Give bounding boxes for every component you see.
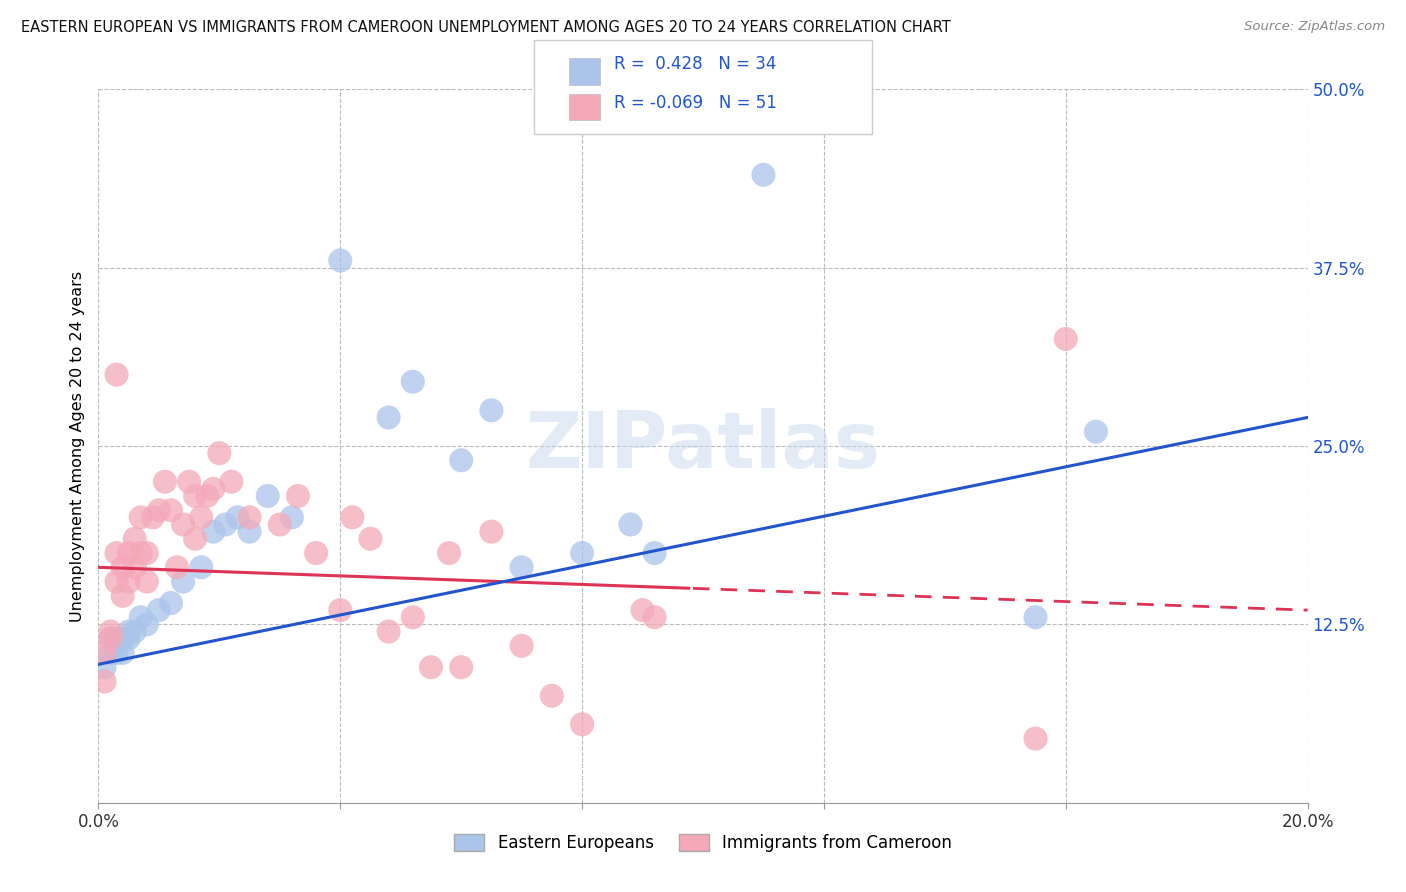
Point [135, 617, 157, 632]
Point [93, 674, 115, 689]
Point [305, 546, 328, 560]
Point [329, 603, 352, 617]
Point [214, 517, 236, 532]
Point [172, 517, 194, 532]
Point [752, 168, 775, 182]
Text: R = -0.069   N = 51: R = -0.069 N = 51 [614, 94, 778, 112]
Point [135, 546, 157, 560]
Point [184, 532, 207, 546]
Point [184, 489, 207, 503]
Point [129, 546, 152, 560]
Point [93, 660, 115, 674]
Point [93, 646, 115, 660]
Point [450, 453, 472, 467]
Point [420, 660, 443, 674]
Point [129, 510, 152, 524]
Point [287, 489, 309, 503]
Point [100, 646, 122, 660]
Point [100, 624, 122, 639]
Point [1085, 425, 1108, 439]
Point [342, 510, 364, 524]
Point [402, 610, 425, 624]
Point [111, 589, 134, 603]
Point [179, 475, 201, 489]
Point [105, 632, 128, 646]
Point [540, 689, 562, 703]
Point [124, 560, 146, 574]
Point [256, 489, 278, 503]
Point [160, 503, 183, 517]
Point [377, 410, 399, 425]
Point [148, 503, 170, 517]
Point [111, 646, 134, 660]
Point [221, 475, 243, 489]
Text: Source: ZipAtlas.com: Source: ZipAtlas.com [1244, 20, 1385, 33]
Point [118, 546, 141, 560]
Point [571, 717, 593, 731]
Point [571, 546, 593, 560]
Point [148, 603, 170, 617]
Point [360, 532, 382, 546]
Text: ZIPatlas: ZIPatlas [526, 408, 880, 484]
Point [100, 632, 122, 646]
Point [135, 574, 157, 589]
Point [124, 624, 146, 639]
Point [160, 596, 183, 610]
Point [202, 482, 225, 496]
Point [129, 610, 152, 624]
Point [510, 560, 533, 574]
Point [142, 510, 165, 524]
Point [118, 574, 141, 589]
Point [402, 375, 425, 389]
Point [481, 403, 503, 417]
Point [124, 532, 146, 546]
Legend: Eastern Europeans, Immigrants from Cameroon: Eastern Europeans, Immigrants from Camer… [447, 827, 959, 859]
Point [269, 517, 291, 532]
Point [111, 632, 134, 646]
Point [226, 510, 249, 524]
Point [631, 603, 654, 617]
Point [208, 446, 231, 460]
Point [195, 489, 218, 503]
Point [377, 624, 399, 639]
Point [1024, 610, 1046, 624]
Point [105, 368, 128, 382]
Point [329, 253, 352, 268]
Point [510, 639, 533, 653]
Point [118, 624, 141, 639]
Text: EASTERN EUROPEAN VS IMMIGRANTS FROM CAMEROON UNEMPLOYMENT AMONG AGES 20 TO 24 YE: EASTERN EUROPEAN VS IMMIGRANTS FROM CAME… [21, 20, 950, 35]
Point [644, 610, 666, 624]
Point [105, 646, 128, 660]
Point [1054, 332, 1077, 346]
Point [153, 475, 176, 489]
Point [202, 524, 225, 539]
Point [166, 560, 188, 574]
Point [100, 632, 122, 646]
Point [450, 660, 472, 674]
Point [105, 574, 128, 589]
Point [481, 524, 503, 539]
Point [239, 524, 262, 539]
Y-axis label: Unemployment Among Ages 20 to 24 years: Unemployment Among Ages 20 to 24 years [69, 270, 84, 622]
Point [111, 560, 134, 574]
Point [1024, 731, 1046, 746]
Point [118, 632, 141, 646]
Text: R =  0.428   N = 34: R = 0.428 N = 34 [614, 55, 776, 73]
Point [281, 510, 304, 524]
Point [644, 546, 666, 560]
Point [239, 510, 262, 524]
Point [619, 517, 641, 532]
Point [437, 546, 460, 560]
Point [172, 574, 194, 589]
Point [190, 560, 212, 574]
Point [105, 546, 128, 560]
Point [190, 510, 212, 524]
